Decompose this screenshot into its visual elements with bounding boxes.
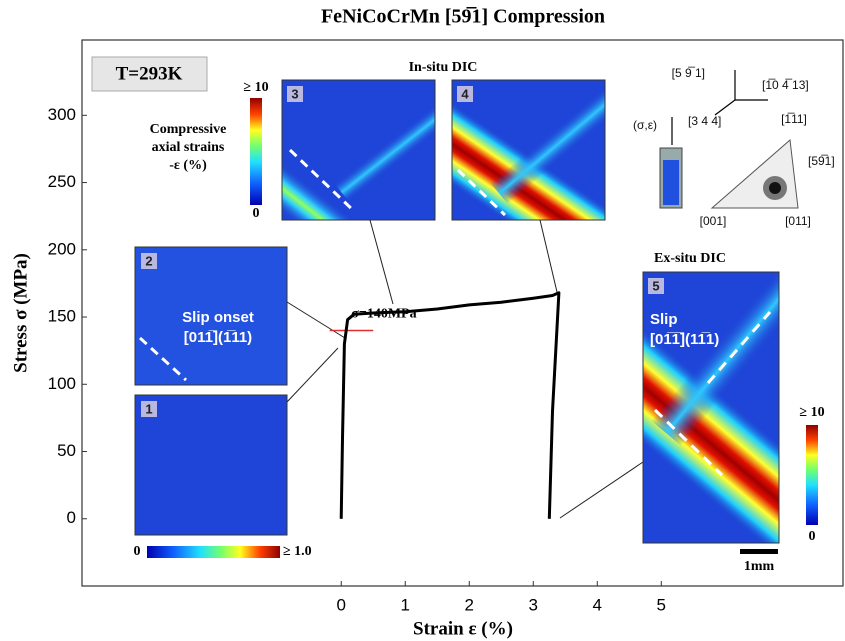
ipf-contour: [769, 182, 781, 194]
slip-trace: [456, 168, 507, 217]
panel-text: [01̅1̅](11̅1): [650, 331, 719, 348]
panel-label: 5: [652, 278, 659, 293]
x-tick-label: 1: [401, 595, 410, 614]
chart-title: FeNiCoCrMn [59̅1] Compression: [321, 6, 605, 28]
slip-trace: [653, 408, 724, 477]
colorbar: [147, 546, 280, 558]
colorbar-title: axial strains: [152, 140, 225, 155]
y-tick-label: 250: [48, 172, 76, 191]
panel-text: [011̅](1̅11): [184, 329, 252, 346]
dic-panel: [642, 271, 780, 544]
y-tick-label: 150: [48, 307, 76, 326]
y-axis-label: Stress σ (MPa): [10, 253, 31, 373]
slip-trace: [138, 336, 188, 382]
y-tick-label: 50: [57, 441, 76, 460]
connectors: [286, 219, 644, 519]
crystal-label: [59̅1]: [808, 154, 835, 168]
crystal-label: [1̅11]: [781, 112, 807, 126]
stress-strain-curve: [339, 291, 561, 519]
colorbar-label: ≥ 10: [243, 80, 268, 95]
crystal-axes: [671, 70, 768, 145]
crystal-label: [5 9̅ 1]: [672, 66, 705, 80]
in-situ-title: In-situ DIC: [409, 60, 478, 75]
scale-bar-label: 1mm: [744, 559, 775, 574]
colorbar-label: 0: [134, 544, 141, 559]
dic-panel: [134, 394, 288, 536]
crystal-label: [3 4 4]: [688, 114, 721, 128]
panel-badge: [648, 278, 664, 294]
y-tick-label: 100: [48, 374, 76, 393]
x-tick-label: 2: [465, 595, 474, 614]
y-tick-label: 300: [48, 105, 76, 124]
x-tick-label: 4: [593, 595, 602, 614]
ex-situ-title: Ex-situ DIC: [654, 251, 726, 266]
colorbar: [806, 425, 818, 525]
colorbar-label: ≥ 1.0: [283, 544, 312, 559]
crystal-label: [011]: [785, 214, 811, 228]
panel-badge: [141, 401, 157, 417]
plot-frame: [81, 39, 844, 587]
dic-panel: [451, 79, 606, 221]
y-tick-label: 200: [48, 239, 76, 258]
dic-panel: [281, 79, 436, 221]
dic-panel: [134, 246, 288, 386]
panel-text: Slip: [650, 311, 678, 328]
panel-badge: [141, 253, 157, 269]
temperature: T=293K: [116, 63, 183, 84]
colorbar: [250, 98, 262, 205]
crystal-label: (σ,ε): [633, 118, 657, 132]
colorbar-label: 0: [809, 529, 816, 544]
colorbar-title: Compressive: [150, 122, 227, 137]
panel-badge: [287, 86, 303, 102]
temperature-box: [91, 56, 208, 92]
panel-label: 4: [461, 86, 469, 101]
panel-label: 1: [145, 401, 152, 416]
colorbar-label: ≥ 10: [799, 405, 824, 420]
scale-bar: [740, 549, 778, 554]
crystal-label: [001]: [700, 214, 727, 228]
panel-text: Slip onset: [182, 309, 254, 326]
x-tick-label: 5: [657, 595, 666, 614]
panel-label: 2: [145, 253, 152, 268]
x-tick-label: 0: [337, 595, 346, 614]
x-tick-label: 3: [529, 595, 538, 614]
crystal-label: [1̅0 4̅ 13]: [762, 78, 809, 92]
colorbar-label: 0: [253, 206, 260, 221]
x-axis-label: Strain ε (%): [413, 618, 513, 639]
specimen-map: [663, 160, 679, 205]
y-tick-label: 0: [67, 508, 76, 527]
ipf-triangle: [710, 139, 799, 209]
panel-label: 3: [291, 86, 298, 101]
colorbar-title: -ε (%): [169, 158, 207, 173]
panel-badge: [457, 86, 473, 102]
